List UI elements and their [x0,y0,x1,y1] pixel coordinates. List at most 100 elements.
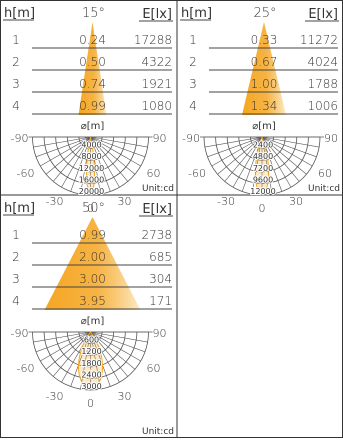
polar-spoke [40,331,91,362]
diameter-value: 1.34 [251,99,278,113]
illuminance-value: 2738 [141,228,172,242]
illuminance-value: 1080 [141,99,172,113]
polar-spoke [204,136,263,148]
diameter-value: 0.67 [251,55,278,69]
height-value: 1 [12,228,20,242]
angle-label: -30 [46,390,64,403]
polar-diagram: 2400 4800 7200 9600 12000 -90 -60 -30 0 30 60 90 [182,132,338,215]
height-value: 2 [189,55,197,69]
polar-spoke [90,136,141,167]
height-value: 1 [12,33,20,47]
polar-spoke [35,331,91,353]
unit-label: Unit:cd [308,184,340,194]
polar-spoke [90,136,129,182]
diameter-value: 0.24 [79,33,106,47]
angle-label: 30 [118,195,132,208]
angle-label: -30 [217,195,235,208]
intensity-curve [254,135,270,194]
beam-panel-2: h[m] 25° E[lx] 1 0.33 11272 2 0.67 4024 3 1.00 1788… [180,6,340,215]
polar-spoke [33,136,91,148]
polar-spoke [90,331,111,387]
beam-angle-label: 15° [82,6,105,21]
ring-label: 7200 [253,164,273,173]
ring-label: 9600 [253,175,273,184]
angle-label: 60 [318,167,332,180]
polar-spoke [261,136,320,148]
angle-label: -60 [17,362,35,375]
diameter-label: ⌀[m] [252,121,276,132]
polar-spoke [261,136,313,167]
height-header: h[m] [181,6,212,21]
ring-label: 20000 [79,187,104,196]
polar-spoke [251,136,263,195]
diameter-value: 0.74 [79,77,106,91]
angle-label: 30 [118,390,132,403]
polar-spoke [90,136,111,192]
polar-diagram: 600 1200 1800 2400 3000 -90 -60 -30 0 30 60 90 [11,327,167,410]
polar-spoke [90,136,146,158]
illuminance-header: E[lx] [142,7,172,22]
polar-diagram: 4000 8000 12000 16000 20000 -90 -60 -30 0 30 60 90 [11,132,167,215]
polar-spoke [261,136,317,158]
angle-label: -90 [11,327,29,340]
diameter-value: 0.33 [251,33,278,47]
angle-label: 90 [153,132,167,145]
polar-spoke [261,136,292,188]
angle-label: -90 [182,132,200,145]
polar-spoke [90,331,148,343]
illuminance-value: 304 [149,272,172,286]
angle-label: -90 [11,132,29,145]
illuminance-value: 11272 [300,33,338,47]
illuminance-value: 171 [149,294,172,308]
polar-spoke [211,136,263,167]
polar-spoke [52,331,91,377]
polar-spoke [90,136,136,175]
illuminance-value: 1788 [307,77,338,91]
polar-spoke [52,136,91,182]
polar-spoke [45,136,91,175]
angle-label: 0 [87,397,94,410]
diameter-value: 1.00 [251,77,278,91]
ring-label: 1800 [81,359,101,368]
height-value: 2 [12,250,20,264]
angle-label: 0 [259,202,266,215]
height-value: 4 [12,99,20,113]
diameter-value: 0.99 [79,228,106,242]
height-value: 3 [12,272,20,286]
polar-spoke [90,331,146,353]
polar-spoke [261,136,273,195]
angle-label: 30 [289,195,303,208]
polar-spoke [35,136,91,158]
diameter-value: 0.99 [79,99,106,113]
angle-label: 90 [153,327,167,340]
ring-label: 8000 [81,152,101,161]
ring-label: 3000 [81,382,101,391]
height-value: 3 [189,77,197,91]
polar-spoke [90,331,129,377]
diameter-value: 2.00 [79,250,106,264]
illuminance-value: 1006 [307,99,338,113]
beam-panel-3: h[m] 50° E[lx] 1 0.99 2738 2 2.00 685 3 3.00 304 4 3.… [3,201,174,437]
illuminance-header: E[lx] [142,202,172,217]
angle-label: 0 [87,202,94,215]
illuminance-value: 17288 [134,33,172,47]
diameter-label: ⌀[m] [81,316,105,327]
height-value: 4 [12,294,20,308]
height-value: 1 [189,33,197,47]
polar-spoke [61,136,91,188]
polar-spoke [232,136,263,188]
ring-label: 16000 [79,175,104,184]
height-header: h[m] [4,201,35,216]
ring-label: 4000 [81,141,101,150]
illuminance-value: 4024 [307,55,338,69]
polar-spoke [224,136,263,182]
diameter-label: ⌀[m] [81,121,105,132]
polar-spoke [90,331,101,390]
polar-spoke [80,331,91,390]
unit-label: Unit:cd [142,427,174,437]
polar-spoke [90,331,136,370]
illuminance-value: 4322 [141,55,172,69]
diameter-value: 3.00 [79,272,106,286]
